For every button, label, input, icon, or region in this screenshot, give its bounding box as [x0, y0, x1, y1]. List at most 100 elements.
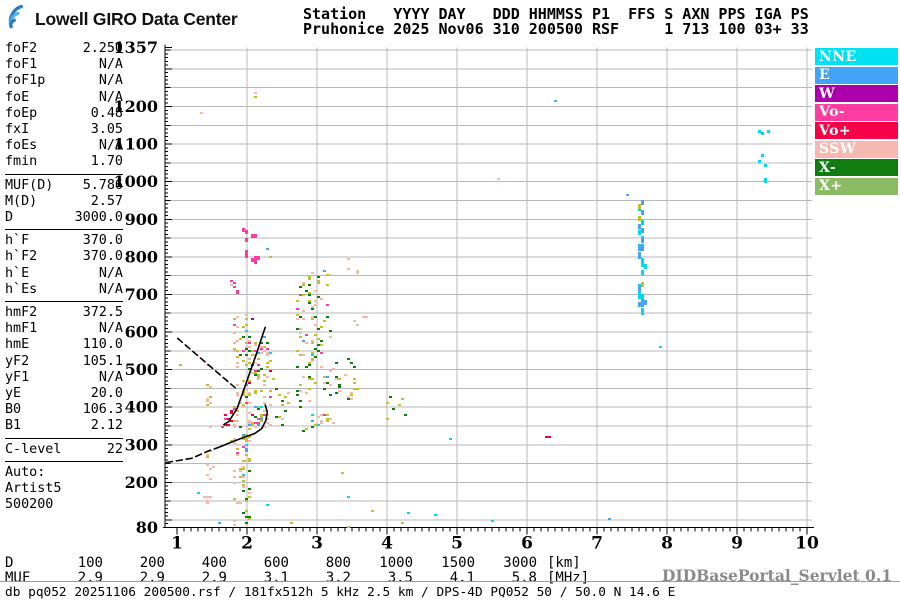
param-label: yF2: [5, 353, 30, 369]
d-row-value: 800: [325, 555, 351, 571]
param-divider: [5, 173, 123, 175]
svg-text:6: 6: [521, 534, 533, 554]
svg-text:5: 5: [451, 534, 463, 554]
d-row: D 100 200 400 600 800 1000 1500 3000 [km]: [5, 556, 589, 571]
param-label: D: [5, 210, 14, 226]
servlet-watermark: DIDBasePortal_Servlet 0.1: [662, 566, 892, 585]
station-header-line1: Station YYYY DAY DDD HHMMSS P1 FFS S AXN…: [303, 5, 809, 23]
d-row-value: 3000: [503, 555, 537, 571]
legend-item-nne: NNE: [815, 48, 898, 65]
param-row-yf2: yF2 105.1: [5, 354, 123, 370]
echo-direction-legend: NNE E W Vo- Vo+ SSW X- X+: [815, 48, 898, 196]
giro-wave-icon: [7, 4, 31, 34]
param-label: h`F2: [5, 249, 38, 265]
param-value: 22: [106, 441, 123, 457]
legend-label: X-: [819, 159, 837, 176]
param-label: Artist5: [5, 481, 62, 497]
parameter-panel: foF2 2.250 foF1 N/A foF1p N/A foE N/A foEp 0.48 fx…: [5, 41, 123, 513]
param-label: M(D): [5, 193, 38, 209]
param-label: B1: [5, 418, 22, 434]
legend-label: Vo+: [819, 122, 852, 139]
y-axis-labels: 1357 1200 1100 1000 900 800 700 600 500 400 300 200…: [113, 38, 158, 537]
status-bar: db pq052 20251106 200500.rsf / 181fx512h…: [0, 581, 900, 600]
param-label: foF2: [5, 41, 38, 56]
svg-text:8: 8: [661, 534, 673, 554]
param-value: N/A: [98, 281, 123, 297]
svg-text:3: 3: [311, 534, 323, 554]
param-row-fxi: fxI 3.05: [5, 122, 123, 138]
d-row-value: 1500: [441, 555, 475, 571]
param-label: hmF2: [5, 305, 38, 321]
legend-label: NNE: [819, 48, 857, 65]
legend-item-w: W: [815, 85, 898, 102]
param-label: h`E: [5, 265, 30, 281]
param-row-d: D 3000.0: [5, 210, 123, 226]
grid-lines: [165, 47, 812, 528]
svg-text:7: 7: [591, 534, 603, 554]
d-row-value: 200: [139, 555, 165, 571]
param-label: Auto:: [5, 464, 46, 480]
param-divider: [5, 301, 123, 303]
param-value: N/A: [98, 321, 123, 337]
param-label: C-level: [5, 441, 62, 457]
param-value: 372.5: [82, 305, 123, 321]
app-logo: Lowell GIRO Data Center: [7, 4, 238, 34]
x-axis-labels: 1 2 3 4 5 6 7 8 9 10: [171, 534, 819, 554]
param-row-md: M(D) 2.57: [5, 194, 123, 210]
param-row-auto: Auto:: [5, 465, 123, 481]
param-row-hes: h`Es N/A: [5, 282, 123, 298]
param-value: 370.0: [82, 233, 123, 249]
param-divider: [5, 229, 123, 231]
d-row-value: 1000: [379, 555, 413, 571]
svg-text:1200: 1200: [113, 97, 158, 116]
legend-label: SSW: [819, 141, 857, 157]
param-label: h`F: [5, 233, 30, 249]
svg-text:10: 10: [795, 534, 819, 554]
param-label: foF1p: [5, 73, 46, 89]
param-value: 2.250: [82, 41, 123, 56]
d-row-value: 100: [77, 555, 103, 571]
legend-label: Vo-: [819, 104, 846, 120]
legend-item-vo: Vo+: [815, 122, 898, 139]
param-label: MUF(D): [5, 177, 54, 193]
param-row-fmin: fmin 1.70: [5, 154, 123, 170]
svg-text:200: 200: [125, 473, 158, 492]
station-header: Station YYYY DAY DDD HHMMSS P1 FFS S AXN…: [303, 7, 809, 37]
param-divider: [5, 460, 123, 462]
param-value: N/A: [98, 73, 123, 89]
param-row-yf1: yF1 N/A: [5, 370, 123, 386]
d-row-label: D: [5, 555, 14, 571]
param-value: N/A: [98, 57, 123, 73]
param-label: fxI: [5, 122, 30, 138]
svg-text:9: 9: [731, 534, 743, 554]
station-header-line2: Pruhonice 2025 Nov06 310 200500 RSF 1 71…: [303, 20, 809, 38]
param-label: h`Es: [5, 281, 38, 297]
param-row-b1: B1 2.12: [5, 418, 123, 434]
svg-text:1357: 1357: [113, 38, 158, 57]
svg-text:80: 80: [136, 518, 158, 537]
param-row-mufd: MUF(D) 5.786: [5, 178, 123, 194]
curve-F-trace-fit: [223, 326, 266, 426]
data-source-line: db pq052 20251106 200500.rsf / 181fx512h…: [5, 585, 676, 600]
param-label: foF1: [5, 57, 38, 73]
d-row-unit: [km]: [547, 555, 581, 571]
param-value: 0.48: [90, 105, 123, 121]
param-row-hf2: h`F2 370.0: [5, 249, 123, 265]
svg-text:600: 600: [125, 323, 158, 342]
legend-label: X+: [819, 178, 843, 194]
svg-text:1000: 1000: [113, 172, 158, 191]
param-value: 3.05: [90, 122, 123, 138]
legend-item-x: X+: [815, 177, 898, 195]
param-value: N/A: [98, 138, 123, 154]
param-value: 106.3: [82, 402, 123, 418]
param-value: 2.12: [90, 418, 123, 434]
axis-ticks: [165, 46, 808, 535]
legend-label: W: [819, 85, 836, 102]
legend-item-ssw: SSW: [815, 140, 898, 158]
param-row-foes: foEs N/A: [5, 138, 123, 154]
param-value: N/A: [98, 369, 123, 385]
param-label: hmF1: [5, 321, 38, 337]
param-row-ye: yE 20.0: [5, 386, 123, 402]
param-label: yE: [5, 386, 22, 402]
param-row-clevel: C-level 22: [5, 442, 123, 458]
